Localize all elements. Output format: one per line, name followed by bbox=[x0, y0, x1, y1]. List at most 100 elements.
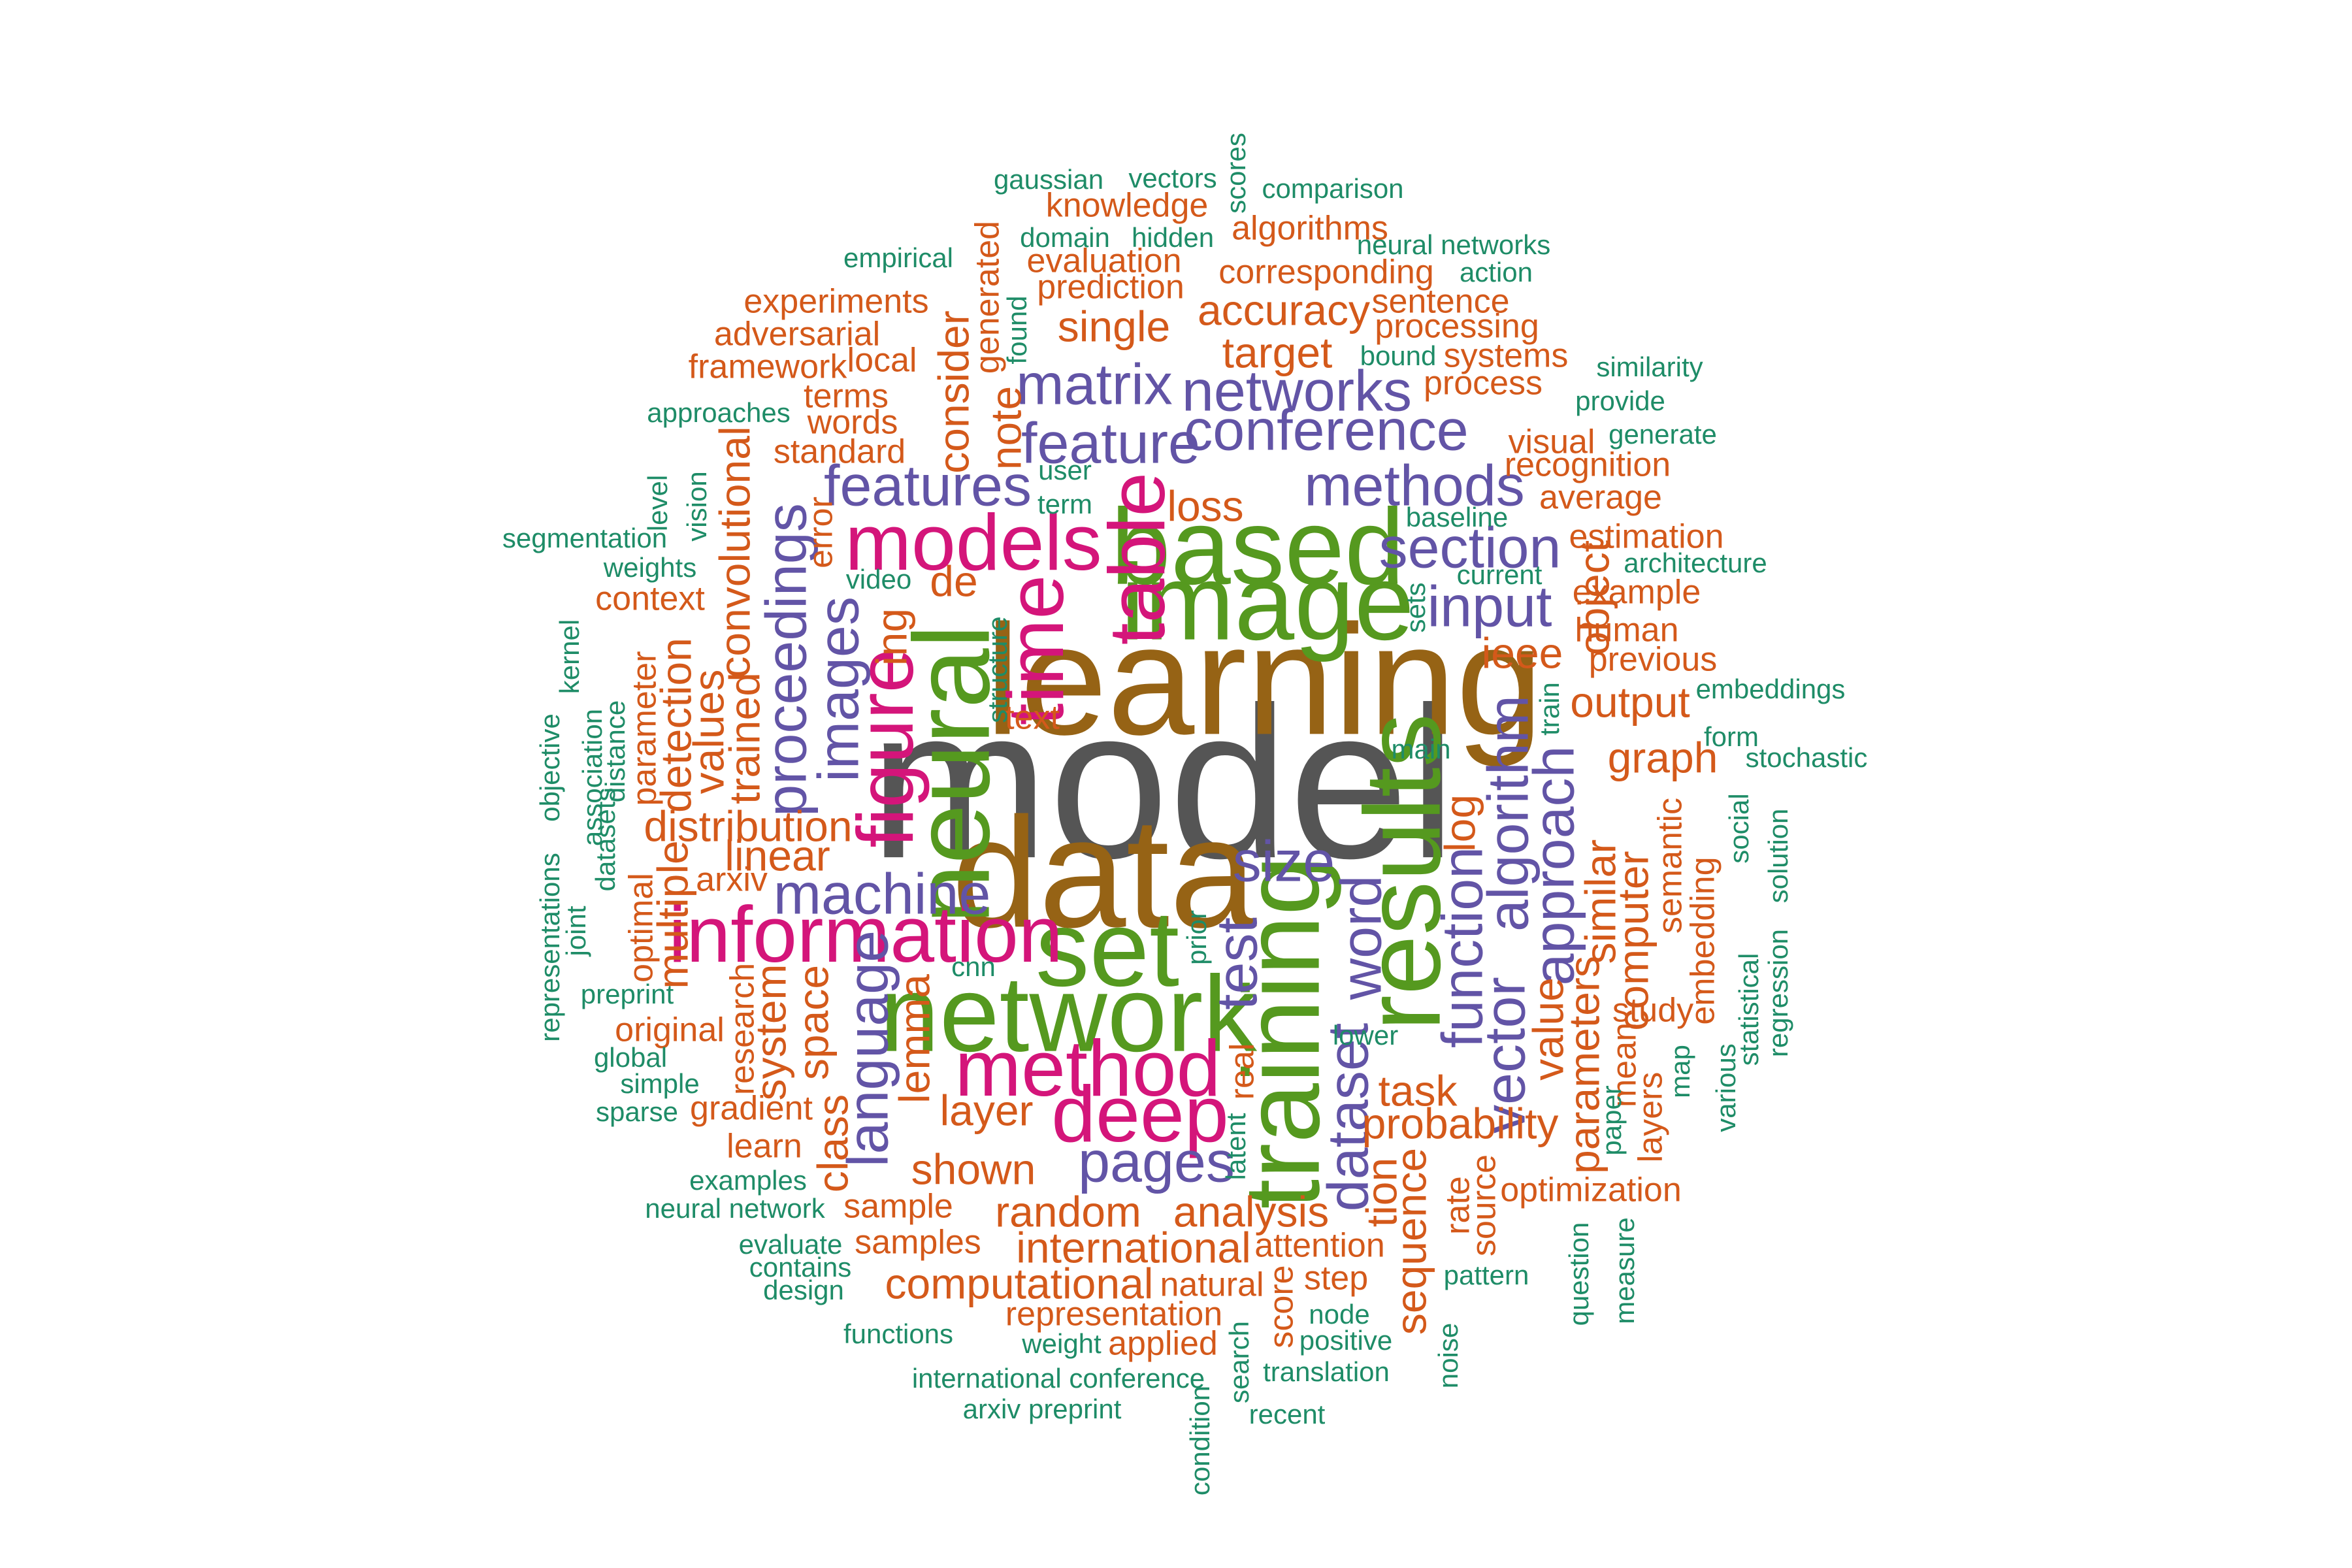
word-gradient: gradient bbox=[690, 1090, 813, 1128]
word-global: global bbox=[594, 1042, 667, 1073]
word-previous: previous bbox=[1589, 641, 1718, 679]
word-arxiv-preprint: arxiv preprint bbox=[963, 1394, 1122, 1424]
word-standard: standard bbox=[774, 433, 906, 471]
word-system: system bbox=[746, 964, 794, 1100]
word-loss: loss bbox=[1167, 482, 1243, 530]
word-output: output bbox=[1570, 678, 1690, 726]
word-generate: generate bbox=[1609, 419, 1717, 449]
word-probability: probability bbox=[1362, 1099, 1559, 1147]
word-parameters: parameters bbox=[1560, 956, 1608, 1174]
word-noise: noise bbox=[1433, 1323, 1463, 1388]
word-user: user bbox=[1038, 455, 1092, 485]
word-search: search bbox=[1224, 1321, 1254, 1403]
word-method: method bbox=[955, 1024, 1221, 1113]
word-generated: generated bbox=[969, 221, 1007, 374]
word-figure: figure bbox=[841, 648, 930, 847]
word-sparse: sparse bbox=[596, 1096, 678, 1127]
word-association: association bbox=[577, 709, 608, 846]
word-target: target bbox=[1222, 328, 1333, 376]
word-similar: similar bbox=[1576, 840, 1624, 964]
word-multiple: multiple bbox=[648, 840, 696, 988]
word-average: average bbox=[1539, 479, 1662, 517]
word-dataset: dataset bbox=[1315, 1023, 1380, 1212]
word-semantic: semantic bbox=[1652, 798, 1690, 934]
word-matrix: matrix bbox=[1016, 351, 1173, 416]
word-conference: conference bbox=[1184, 397, 1468, 462]
word-term: term bbox=[1037, 489, 1092, 519]
word-node: node bbox=[1309, 1299, 1369, 1330]
word-graph: graph bbox=[1608, 733, 1718, 781]
word-functions: functions bbox=[843, 1318, 953, 1349]
word-corresponding: corresponding bbox=[1218, 253, 1434, 291]
word-neural-networks: neural networks bbox=[1357, 229, 1550, 260]
word-size: size bbox=[1233, 828, 1335, 893]
word-linear: linear bbox=[725, 831, 830, 879]
word-object: object bbox=[1569, 540, 1618, 655]
word-random: random bbox=[995, 1187, 1141, 1235]
word-current: current bbox=[1457, 559, 1543, 590]
word-visual: visual bbox=[1509, 423, 1595, 461]
word-computational: computational bbox=[885, 1259, 1154, 1307]
word-consider: consider bbox=[929, 310, 977, 473]
word-structure: structure bbox=[982, 616, 1013, 723]
word-example: example bbox=[1573, 574, 1701, 612]
word-datasets: datasets bbox=[590, 788, 621, 892]
word-value: value bbox=[1524, 977, 1572, 1081]
word-kernel: kernel bbox=[554, 619, 585, 694]
word-international: international bbox=[1016, 1223, 1251, 1271]
word-ieee: ieee bbox=[1482, 629, 1563, 677]
word-feature: feature bbox=[1021, 410, 1200, 475]
word-deep: deep bbox=[1051, 1070, 1228, 1158]
word-design: design bbox=[763, 1275, 844, 1305]
word-systems: systems bbox=[1444, 337, 1569, 375]
word-language: language bbox=[835, 930, 900, 1167]
word-layers: layers bbox=[1632, 1072, 1670, 1163]
word-solution: solution bbox=[1763, 809, 1793, 904]
word-information: information bbox=[668, 890, 1063, 979]
word-study: study bbox=[1612, 992, 1693, 1030]
word-scores: scores bbox=[1220, 133, 1251, 214]
word-data: data bbox=[951, 785, 1257, 960]
word-knowledge: knowledge bbox=[1046, 187, 1209, 225]
word-translation: translation bbox=[1263, 1356, 1390, 1387]
word-analysis: analysis bbox=[1173, 1187, 1329, 1235]
word-architecture: architecture bbox=[1624, 547, 1767, 578]
word-local: local bbox=[847, 342, 917, 380]
word-pages: pages bbox=[1078, 1129, 1235, 1194]
word-image: image bbox=[1120, 542, 1414, 662]
word-adversarial: adversarial bbox=[714, 316, 880, 353]
word-bound: bound bbox=[1360, 340, 1437, 371]
word-domain: domain bbox=[1020, 222, 1110, 253]
word-function: function bbox=[1429, 847, 1494, 1048]
word-form: form bbox=[1704, 721, 1759, 752]
word-de: de bbox=[930, 557, 977, 605]
word-examples: examples bbox=[689, 1165, 807, 1196]
word-prior: prior bbox=[1181, 910, 1212, 965]
word-detection: detection bbox=[651, 638, 700, 813]
word-embedding: embedding bbox=[1684, 857, 1722, 1024]
word-real: real bbox=[1224, 1043, 1262, 1100]
word-mean: mean bbox=[1606, 1022, 1644, 1107]
word-joint: joint bbox=[561, 906, 591, 957]
word-paper: paper bbox=[1596, 1085, 1627, 1155]
word-various: various bbox=[1710, 1043, 1741, 1132]
word-score: score bbox=[1263, 1265, 1301, 1348]
word-section: section bbox=[1379, 515, 1561, 580]
word-learning: learning bbox=[985, 592, 1543, 767]
word-vector: vector bbox=[1472, 977, 1537, 1134]
word-embeddings: embeddings bbox=[1696, 674, 1846, 704]
word-baseline: baseline bbox=[1406, 502, 1508, 532]
word-table: table bbox=[1092, 472, 1181, 645]
word-level: level bbox=[642, 475, 673, 531]
word-stochastic: stochastic bbox=[1746, 742, 1868, 773]
word-methods: methods bbox=[1304, 453, 1525, 517]
word-model: model bbox=[870, 662, 1457, 903]
word-research: research bbox=[724, 963, 762, 1095]
word-set: set bbox=[1036, 889, 1179, 1009]
word-contains: contains bbox=[749, 1252, 851, 1282]
word-video: video bbox=[846, 564, 911, 595]
word-approach: approach bbox=[1521, 746, 1586, 986]
word-models: models bbox=[845, 498, 1102, 587]
word-algorithms: algorithms bbox=[1232, 210, 1388, 248]
word-main: main bbox=[1391, 734, 1450, 764]
